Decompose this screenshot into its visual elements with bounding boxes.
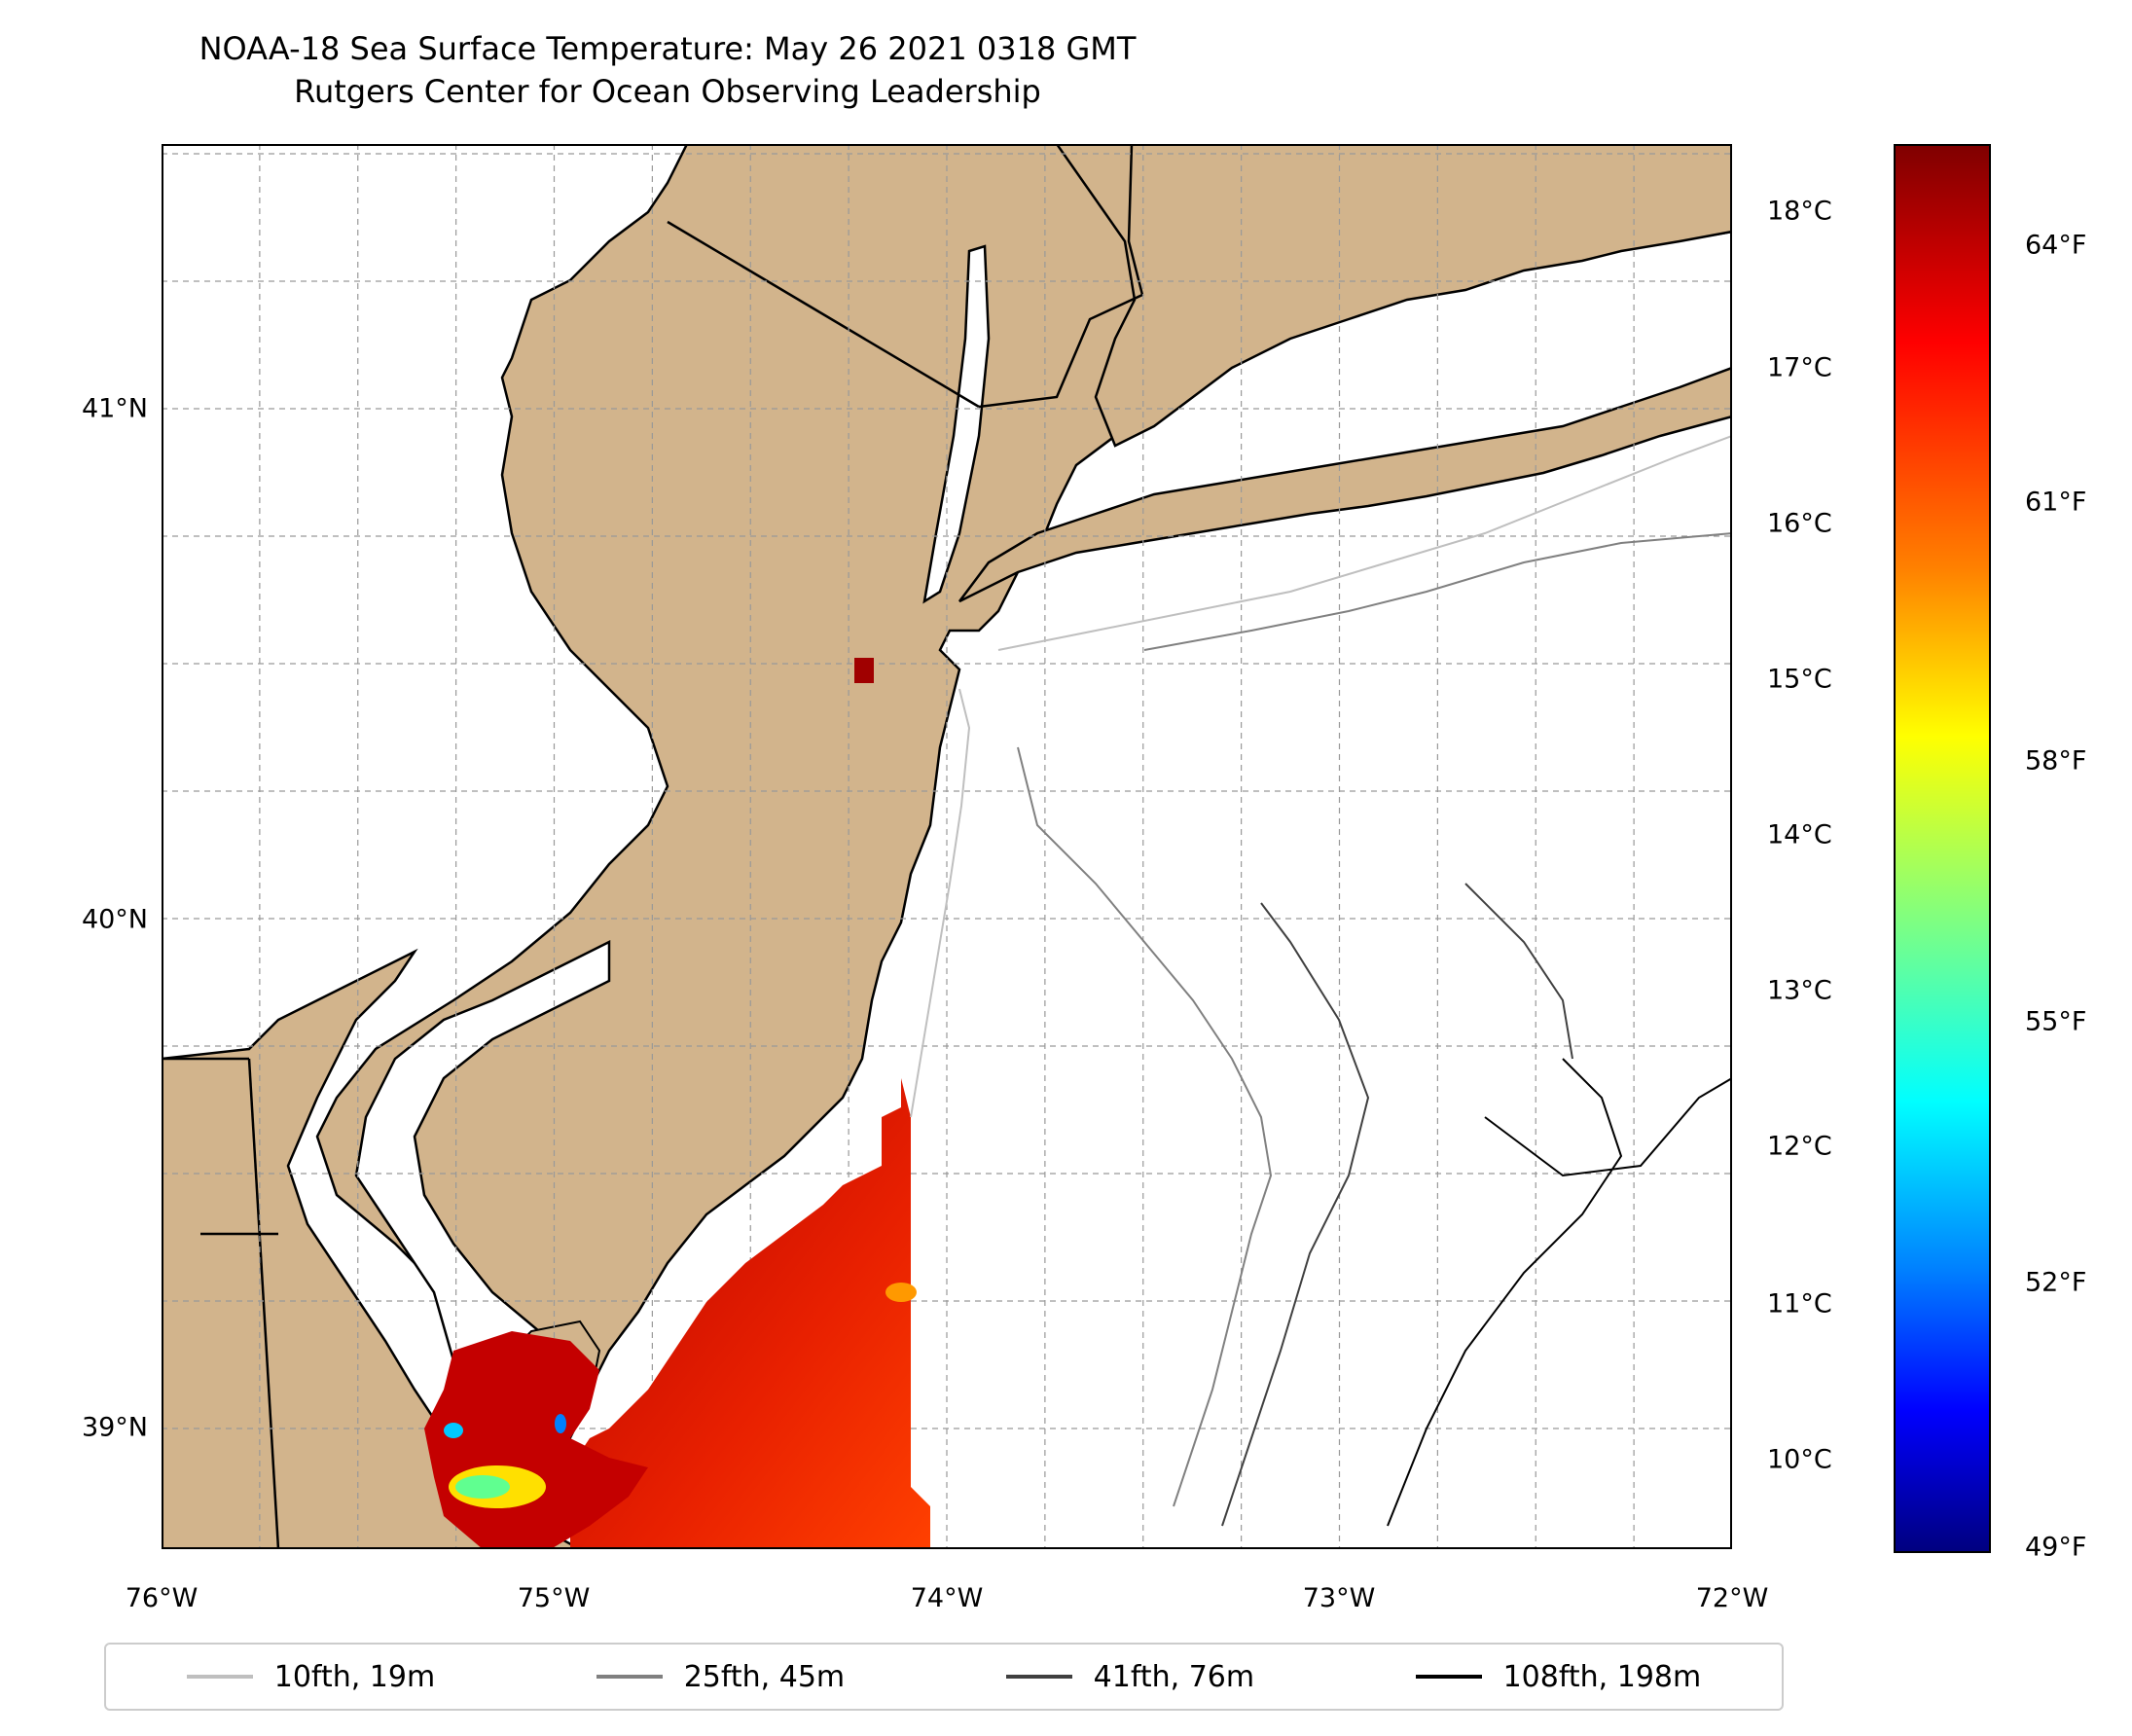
contour-10fth <box>910 435 1732 1118</box>
contour-108fth <box>1387 1058 1732 1527</box>
sst-patch-ocean <box>570 1078 930 1549</box>
sst-cool-spot-4 <box>555 1414 566 1433</box>
lon-tick-75w: 75°W <box>517 1583 591 1613</box>
long-island-land <box>958 366 1732 603</box>
colorbar-tick-celsius: 12°C <box>1767 1131 1832 1162</box>
lat-tick-40n: 40°N <box>81 904 148 935</box>
colorbar-tick-celsius: 10°C <box>1767 1444 1832 1475</box>
map-frame <box>162 144 1732 1549</box>
contour-25fth <box>1017 532 1732 1507</box>
sst-cool-spot-3 <box>444 1423 463 1438</box>
colorbar-tick-celsius: 16°C <box>1767 508 1832 539</box>
bathymetry-contours <box>910 435 1732 1527</box>
lon-tick-76w: 76°W <box>125 1583 199 1613</box>
colorbar-tick-celsius: 14°C <box>1767 819 1832 850</box>
colorbar-tick-fahrenheit: 61°F <box>2025 487 2087 518</box>
colorbar-tick-fahrenheit: 52°F <box>2025 1267 2087 1298</box>
legend-item-41fth: 41fth, 76m <box>1005 1659 1255 1694</box>
title-line-2: Rutgers Center for Ocean Observing Leade… <box>294 73 1041 110</box>
sst-cool-spot-2 <box>455 1475 510 1499</box>
gridlines <box>162 144 1732 1549</box>
legend-swatch-25fth <box>596 1675 663 1679</box>
sst-warm-spot <box>885 1283 917 1302</box>
sst-map <box>162 144 1732 1549</box>
lat-tick-39n: 39°N <box>81 1412 148 1443</box>
legend-label-41fth: 41fth, 76m <box>1093 1659 1255 1694</box>
legend-swatch-10fth <box>186 1675 253 1679</box>
legend-swatch-108fth <box>1415 1675 1482 1679</box>
state-boundaries <box>162 144 1144 1549</box>
legend-label-108fth: 108fth, 198m <box>1502 1659 1702 1694</box>
lon-tick-72w: 72°W <box>1695 1583 1769 1613</box>
colorbar-tick-fahrenheit: 64°F <box>2025 230 2087 261</box>
colorbar-tick-celsius: 13°C <box>1767 975 1832 1006</box>
legend-item-10fth: 10fth, 19m <box>186 1659 436 1694</box>
lon-tick-73w: 73°W <box>1302 1583 1376 1613</box>
contour-41fth <box>1221 883 1573 1527</box>
bathymetry-legend: 10fth, 19m 25fth, 45m 41fth, 76m 108fth,… <box>104 1643 1784 1711</box>
colorbar-tick-fahrenheit: 55°F <box>2025 1006 2087 1037</box>
sst-data <box>424 658 930 1549</box>
legend-swatch-41fth <box>1005 1675 1072 1679</box>
colorbar-tick-fahrenheit: 49°F <box>2025 1532 2087 1563</box>
colorbar-tick-celsius: 11°C <box>1767 1288 1832 1320</box>
connecticut-land <box>1055 144 1732 448</box>
title-line-1: NOAA-18 Sea Surface Temperature: May 26 … <box>199 30 1137 67</box>
legend-label-25fth: 25fth, 45m <box>683 1659 846 1694</box>
lon-tick-74w: 74°W <box>910 1583 984 1613</box>
colorbar <box>1894 144 1991 1553</box>
legend-item-108fth: 108fth, 198m <box>1415 1659 1702 1694</box>
colorbar-tick-fahrenheit: 58°F <box>2025 745 2087 777</box>
colorbar-tick-celsius: 15°C <box>1767 664 1832 695</box>
legend-item-25fth: 25fth, 45m <box>596 1660 845 1694</box>
colorbar-tick-celsius: 17°C <box>1767 352 1832 383</box>
hudson-river <box>922 244 991 604</box>
colorbar-tick-celsius: 18°C <box>1767 196 1832 227</box>
lat-tick-41n: 41°N <box>81 393 148 424</box>
sst-harbor-pixel <box>854 658 874 683</box>
legend-label-10fth: 10fth, 19m <box>273 1659 436 1694</box>
map-title: NOAA-18 Sea Surface Temperature: May 26 … <box>0 27 1335 113</box>
